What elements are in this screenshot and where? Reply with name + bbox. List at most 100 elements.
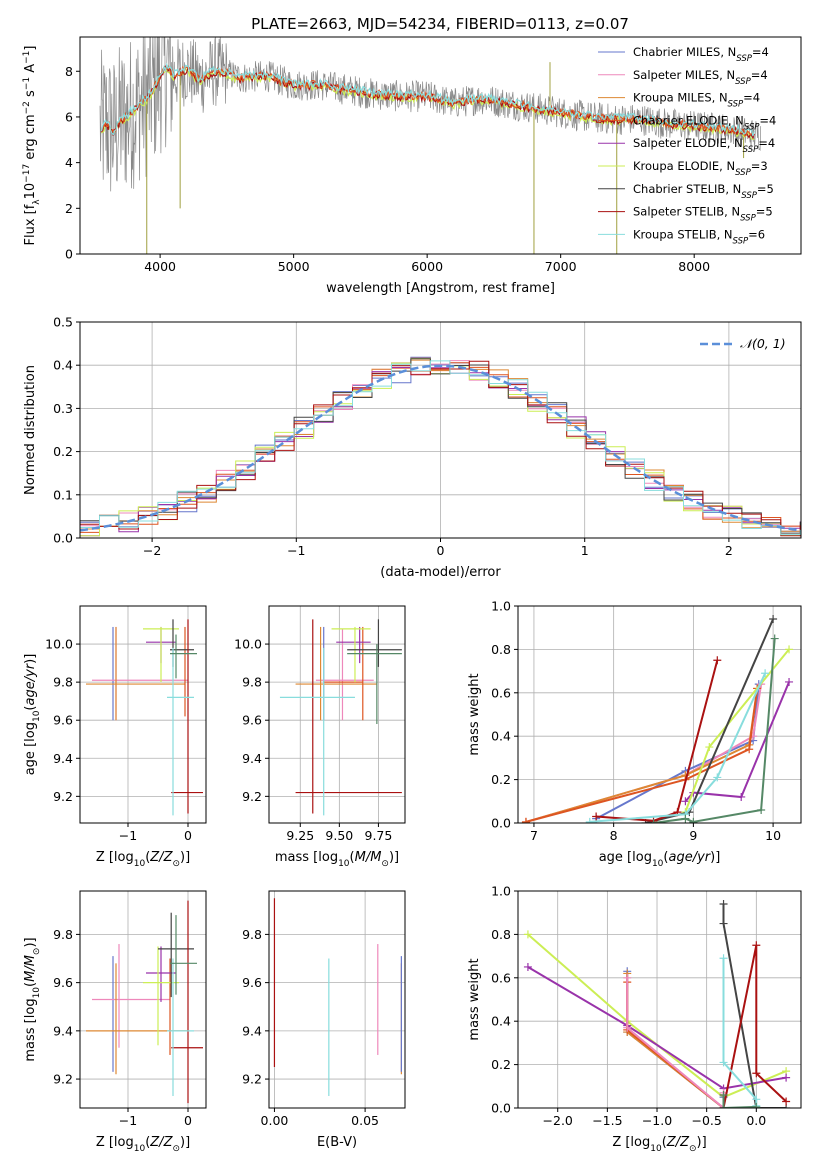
- spectrum-model-line: [100, 65, 755, 137]
- y-tick-label: 0.2: [53, 444, 73, 459]
- y-tick-label: 9.4: [242, 751, 262, 766]
- x-tick-label: 0: [184, 1113, 192, 1128]
- spectrum-model-line: [100, 62, 755, 137]
- x-axis-label-part: (: [662, 1135, 667, 1150]
- x-axis-label-part: 10: [338, 859, 350, 869]
- x-tick-label: 0.0: [746, 1113, 766, 1128]
- legend-subscript: SSP: [743, 145, 759, 155]
- x-tick-label: 1: [581, 543, 589, 558]
- legend-model-name: Salpeter ELODIE, N: [633, 136, 743, 150]
- series-marker: [761, 669, 770, 678]
- y-tick-label: 0.4: [491, 1014, 511, 1029]
- legend-nssp: =3: [751, 159, 768, 173]
- y-tick-label: 0.2: [491, 772, 511, 787]
- weight-age-series: [521, 615, 794, 823]
- x-axis-label: mass [log10(M/M⊙)]: [275, 850, 399, 869]
- x-axis-label-part: mass [log: [275, 850, 338, 865]
- y-tick-label: 9.6: [242, 975, 262, 990]
- residuals-axes: −2 −1 0 1 2 0.0 0.1 0.2 0.3 0.4 0.5 (data-model)/er…: [23, 315, 802, 580]
- y-axis-label-part: mass weight: [467, 673, 482, 755]
- x-tick-label: −1: [119, 1113, 137, 1128]
- y-tick-label: 0.0: [53, 531, 73, 546]
- y-tick-label: 10.0: [234, 637, 262, 652]
- series-line: [527, 966, 787, 1090]
- axes-frame: [268, 890, 406, 1109]
- legend-nssp: =5: [757, 182, 774, 196]
- y-tick-label: 0.1: [53, 487, 73, 502]
- x-axis-label-part: age/yr: [668, 850, 711, 865]
- spectrum-axes: 4000 5000 6000 7000 8000 0 2 4 6 8 wavelength [Ang…: [22, 36, 802, 296]
- x-tick-label: 8000: [678, 259, 710, 274]
- age-Z-axes: −1 09.29.49.69.810.0Z [log10(Z/Z⊙)]age [l…: [23, 605, 207, 869]
- x-tick-label: 4000: [144, 259, 176, 274]
- series-line: [722, 904, 787, 1108]
- series-marker: [523, 962, 532, 971]
- legend-nssp: =4: [752, 45, 769, 59]
- x-axis-label-part: 10: [134, 859, 146, 869]
- legend-model-name: Chabrier ELODIE, N: [633, 113, 744, 127]
- y-tick-label: 0.3: [53, 401, 73, 416]
- y-axis-label: mass [log10(M/M⊙)]: [23, 937, 42, 1061]
- x-tick-label: 10: [765, 828, 781, 843]
- weight-Z-axes: −2.0 −1.5 −1.0 −0.5 0.0 0.0 0.2 0.4 0.6 0.8 1.0 Z […: [467, 884, 802, 1154]
- y-tick-label: 0.4: [491, 729, 511, 744]
- legend-nssp: =4: [759, 113, 776, 127]
- legend-model-name: Salpeter MILES, N: [633, 68, 735, 82]
- x-tick-label: −1: [119, 828, 137, 843]
- x-axis-label: age [log10(age/yr)]: [599, 850, 721, 869]
- x-tick-label: −2: [143, 543, 161, 558]
- series-marker: [713, 773, 722, 782]
- x-axis-label-part: 10: [652, 859, 664, 869]
- y-axis-label-part: λ: [32, 199, 42, 205]
- y-tick-label: 9.6: [242, 713, 262, 728]
- x-axis-label-part: ⊙: [172, 859, 180, 869]
- legend-entry: Chabrier STELIB, NSSP=5: [633, 182, 774, 201]
- legend-model-name: Kroupa MILES, N: [633, 91, 728, 105]
- x-tick-label: 8: [610, 828, 618, 843]
- y-tick-label: 0.2: [491, 1057, 511, 1072]
- y-axis-label-part: 10: [32, 710, 42, 722]
- y-axis-label: age [log10(age/yr)]: [23, 654, 42, 776]
- y-tick-label: 0.0: [491, 816, 511, 831]
- x-axis-label-part: Z/Z: [666, 1135, 690, 1150]
- x-axis-label-part: 10: [650, 1144, 662, 1154]
- x-axis-label-part: 10: [134, 1144, 146, 1154]
- x-tick-label: 9.50: [325, 828, 353, 843]
- legend-entry: Kroupa MILES, NSSP=4: [633, 91, 760, 110]
- y-axis-label-part: A: [23, 64, 38, 77]
- legend-model-name: Kroupa STELIB, N: [633, 227, 733, 241]
- axes-frame: [79, 36, 802, 255]
- x-tick-label: 5000: [278, 259, 310, 274]
- spectrum-data-line: [99, 37, 762, 192]
- x-axis-label-part: Z/Z: [149, 850, 173, 865]
- x-axis-label-part: (data-model)/error: [380, 565, 501, 580]
- y-axis-label: Normed distribution: [23, 365, 38, 495]
- legend-model-name: Chabrier MILES, N: [633, 45, 736, 59]
- series-marker: [689, 817, 698, 823]
- legend-entry: 𝒩(0, 1): [740, 336, 786, 351]
- series-line: [722, 945, 787, 1108]
- y-tick-label: 9.2: [53, 1072, 73, 1087]
- legend-model-name: Kroupa ELODIE, N: [633, 159, 735, 173]
- x-tick-label: −2.0: [543, 1113, 573, 1128]
- x-tick-label: −1.5: [592, 1113, 622, 1128]
- legend-entry: Chabrier ELODIE, NSSP=4: [633, 113, 776, 132]
- legend-model-name: Chabrier STELIB, N: [633, 182, 741, 196]
- x-tick-label: 6000: [411, 259, 443, 274]
- x-axis-label-part: (: [350, 850, 355, 865]
- legend-nssp: =6: [748, 227, 765, 241]
- y-axis-label-part: 10: [23, 183, 38, 200]
- series-marker: [681, 814, 690, 823]
- series-line: [525, 683, 763, 823]
- y-axis-label-part: Normed distribution: [23, 365, 38, 495]
- x-tick-label: 0.05: [351, 1113, 379, 1128]
- legend-nssp: =4: [758, 136, 775, 150]
- y-tick-label: 9.8: [53, 675, 73, 690]
- y-tick-label: 2: [65, 201, 73, 216]
- series-marker: [769, 615, 778, 624]
- y-axis-label-part: Flux [f: [23, 204, 38, 245]
- x-tick-label: 0: [184, 828, 192, 843]
